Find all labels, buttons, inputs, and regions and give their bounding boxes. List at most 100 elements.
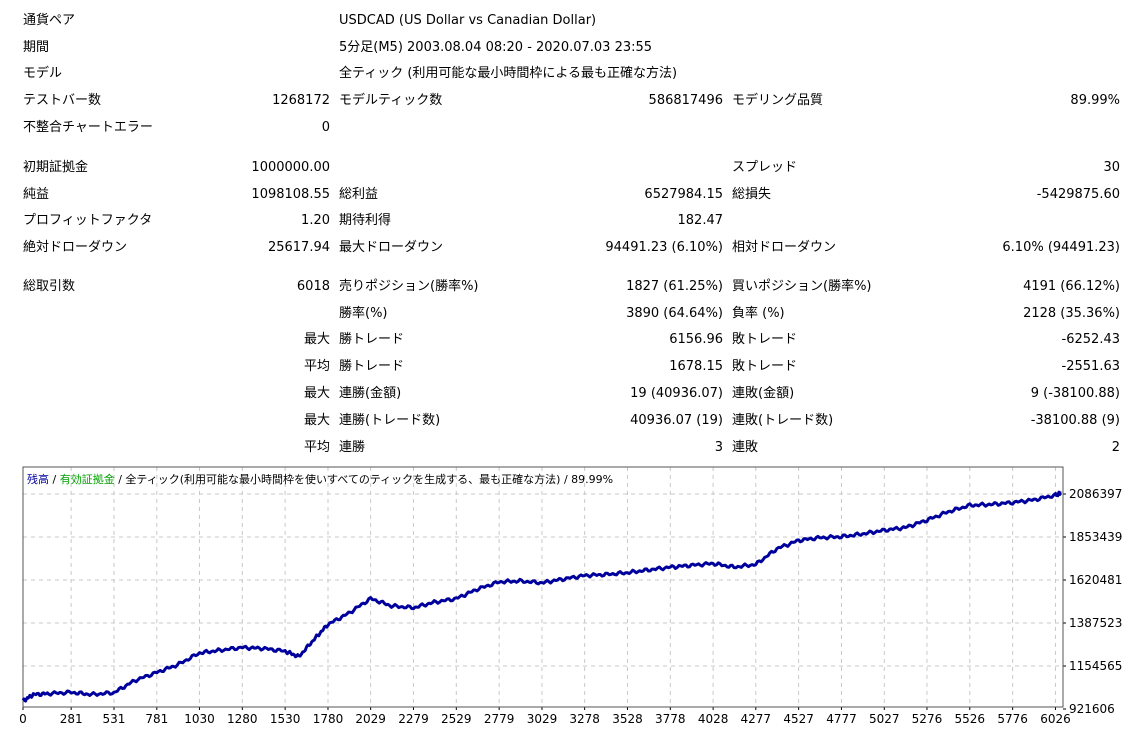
long-positions-label: 買いポジション(勝率%) <box>732 279 872 294</box>
relative-drawdown-value: 6.10% (94491.23) <box>1002 240 1120 255</box>
mismatched-errors-label: 不整合チャートエラー <box>23 120 153 135</box>
largest-loss-label: 敗トレード <box>732 332 798 347</box>
y-tick-label: 1853439 <box>1069 530 1122 544</box>
short-positions-value: 1827 (61.25%) <box>626 279 723 294</box>
average-loss-value: -2551.63 <box>1061 359 1120 374</box>
x-tick-label: 1530 <box>270 712 301 726</box>
symbol-label: 通貨ペア <box>23 13 76 28</box>
average-prefix: 平均 <box>303 359 330 374</box>
avg-consecutive-losses-label: 連敗 <box>732 440 759 455</box>
max-consecutive-amount-wins-label: 連勝(トレード数) <box>339 413 441 428</box>
net-profit-label: 純益 <box>23 187 50 202</box>
x-tick-label: 5276 <box>912 712 943 726</box>
model-value: 全ティック (利用可能な最小時間枠による最も正確な方法) <box>339 66 678 81</box>
legend-sep: / <box>49 473 60 486</box>
gross-profit-label: 総利益 <box>339 187 379 202</box>
x-tick-label: 5526 <box>955 712 986 726</box>
x-tick-label: 1030 <box>184 712 215 726</box>
max-consecutive-amount-prefix: 最大 <box>303 413 330 428</box>
total-trades-label: 総取引数 <box>23 279 76 294</box>
y-tick-label: 2086397 <box>1069 487 1122 501</box>
largest-profit-label: 勝トレード <box>339 332 405 347</box>
avg-consecutive-losses-value: 2 <box>1111 440 1120 455</box>
legend-sep: / <box>115 473 126 486</box>
x-tick-label: 2279 <box>398 712 429 726</box>
average-profit-value: 1678.15 <box>669 359 723 374</box>
x-tick-label: 281 <box>60 712 83 726</box>
balance-line <box>21 490 1063 703</box>
absolute-drawdown-value: 25617.94 <box>267 240 330 255</box>
legend-model: 全ティック(利用可能な最小時間枠を使いすべてのティックを生成する、最も正確な方法… <box>125 472 560 486</box>
max-consecutive-losses-value: 9 (-38100.88) <box>1030 386 1120 401</box>
largest-prefix: 最大 <box>303 332 330 347</box>
x-tick-label: 3029 <box>527 712 558 726</box>
ticks-modelled-value: 586817496 <box>648 93 723 108</box>
largest-profit-value: 6156.96 <box>669 332 723 347</box>
x-tick-label: 781 <box>145 712 168 726</box>
model-label: モデル <box>23 66 63 81</box>
max-consecutive-losses-label: 連敗(金額) <box>732 386 795 401</box>
x-tick-label: 1780 <box>313 712 344 726</box>
x-tick-label: 3278 <box>569 712 600 726</box>
largest-loss-value: -6252.43 <box>1061 332 1120 347</box>
legend-quality: 89.99% <box>571 473 613 486</box>
gross-loss-label: 総損失 <box>732 187 772 202</box>
profit-trades-label: 勝率(%) <box>339 306 388 321</box>
max-consecutive-wins-value: 19 (40936.07) <box>630 386 723 401</box>
chart-frame <box>22 466 1064 708</box>
profit-factor-label: プロフィットファクタ <box>23 213 153 228</box>
period-value: 5分足(M5) 2003.08.04 08:20 - 2020.07.03 23… <box>339 40 653 55</box>
x-axis-labels: 0 281 531 781 1030 1280 1530 1780 2029 2279 2529 27… <box>19 712 1071 726</box>
period-label: 期間 <box>23 40 50 55</box>
spread-value: 30 <box>1103 160 1120 175</box>
x-tick-label: 3778 <box>655 712 686 726</box>
x-tick-label: 6026 <box>1040 712 1071 726</box>
average-profit-label: 勝トレード <box>339 359 405 374</box>
balance-chart-svg: 0 281 531 781 1030 1280 1530 1780 2029 2279 2529 27… <box>19 466 1122 726</box>
x-tick-label: 4777 <box>826 712 857 726</box>
legend-sep: / <box>560 473 571 486</box>
ticks-modelled-label: モデルティック数 <box>339 93 443 108</box>
y-tick-label: 1620481 <box>1069 573 1122 587</box>
profit-factor-value: 1.20 <box>301 213 330 228</box>
expected-payoff-value: 182.47 <box>677 213 724 228</box>
spread-label: スプレッド <box>732 160 798 175</box>
initial-deposit-label: 初期証拠金 <box>23 160 89 175</box>
profit-trades-value: 3890 (64.64%) <box>626 306 723 321</box>
y-axis-labels: 921606 1154565 1387523 1620481 1853439 208639… <box>1069 487 1122 716</box>
x-tick-label: 4277 <box>741 712 772 726</box>
chart-grid <box>22 467 1066 710</box>
symbol-value: USDCAD (US Dollar vs Canadian Dollar) <box>339 13 597 28</box>
legend-equity: 有効証拠金 <box>60 472 115 486</box>
average-loss-label: 敗トレード <box>732 359 798 374</box>
x-tick-label: 1280 <box>227 712 258 726</box>
mismatched-errors-value: 0 <box>321 120 330 135</box>
maximal-drawdown-value: 94491.23 (6.10%) <box>605 240 723 255</box>
bars-tested-value: 1268172 <box>272 93 330 108</box>
x-tick-label: 531 <box>103 712 126 726</box>
x-tick-label: 2029 <box>355 712 386 726</box>
relative-drawdown-label: 相対ドローダウン <box>732 240 837 255</box>
max-consecutive-amount-wins-value: 40936.07 (19) <box>630 413 723 428</box>
expected-payoff-label: 期待利得 <box>339 213 392 228</box>
x-tick-label: 3528 <box>612 712 643 726</box>
legend-balance: 残高 <box>27 472 49 486</box>
absolute-drawdown-label: 絶対ドローダウン <box>23 240 128 255</box>
net-profit-value: 1098108.55 <box>251 187 330 202</box>
max-consecutive-amount-losses-label: 連敗(トレード数) <box>732 413 834 428</box>
gross-loss-value: -5429875.60 <box>1036 187 1120 202</box>
x-tick-label: 2529 <box>441 712 472 726</box>
balance-chart: 0 281 531 781 1030 1280 1530 1780 2029 2279 2529 27… <box>0 460 1144 733</box>
y-tick-label: 1387523 <box>1069 616 1122 630</box>
chart-legend: 残高 / 有効証拠金 / 全ティック(利用可能な最小時間枠を使いすべてのティック… <box>27 472 613 486</box>
long-positions-value: 4191 (66.12%) <box>1023 279 1120 294</box>
x-tick-label: 5776 <box>997 712 1028 726</box>
short-positions-label: 売りポジション(勝率%) <box>339 279 479 294</box>
total-trades-value: 6018 <box>296 279 330 294</box>
avg-consecutive-wins-value: 3 <box>714 440 723 455</box>
y-tick-label: 921606 <box>1069 702 1115 716</box>
y-tick-label: 1154565 <box>1069 659 1122 673</box>
maximal-drawdown-label: 最大ドローダウン <box>339 240 444 255</box>
x-tick-label: 0 <box>19 712 27 726</box>
x-tick-label: 4028 <box>698 712 729 726</box>
